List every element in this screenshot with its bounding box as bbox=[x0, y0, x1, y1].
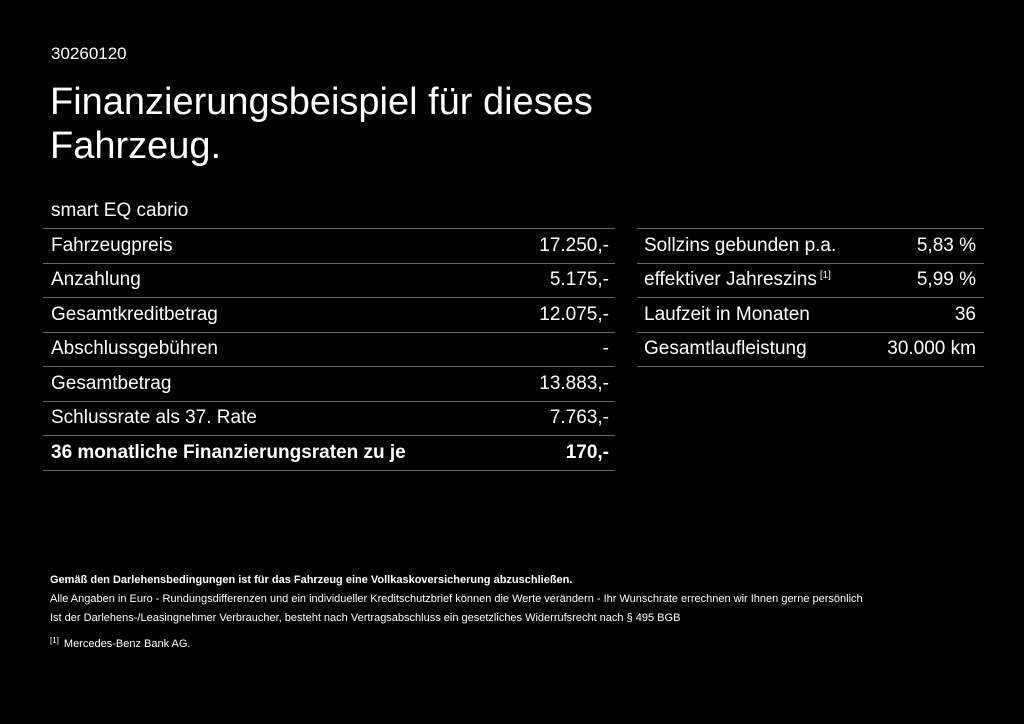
row-value: 12.075,- bbox=[539, 303, 609, 325]
row-label-text: effektiver Jahreszins bbox=[644, 269, 817, 291]
row-value: 5,83 % bbox=[916, 234, 976, 256]
row-label: Abschlussgebühren bbox=[51, 338, 218, 360]
row-label: Gesamtkreditbetrag bbox=[51, 303, 218, 325]
row-label: 36 monatliche Finanzierungsraten zu je bbox=[51, 441, 406, 463]
row-value: 5,99 % bbox=[916, 269, 976, 291]
row-label: Gesamtbetrag bbox=[51, 372, 172, 394]
row-label: effektiver Jahreszins [1] bbox=[644, 269, 831, 291]
table-row-total-mileage: Gesamtlaufleistung 30.000 km bbox=[637, 331, 984, 367]
table-row-vehicle-price: Fahrzeugpreis 17.250,- bbox=[43, 228, 615, 263]
row-value: 170,- bbox=[565, 441, 609, 463]
row-label: Schlussrate als 37. Rate bbox=[51, 407, 257, 429]
terms-table: Sollzins gebunden p.a. 5,83 % effektiver… bbox=[637, 228, 984, 367]
withdrawal-notice: Ist der Darlehens-/Leasingnehmer Verbrau… bbox=[50, 612, 681, 624]
footnote-reference: [1] Mercedes-Benz Bank AG. bbox=[50, 631, 990, 654]
table-row-total-credit: Gesamtkreditbetrag 12.075,- bbox=[43, 297, 615, 332]
row-label: Gesamtlaufleistung bbox=[644, 338, 807, 360]
table-row-effective-rate: effektiver Jahreszins [1] 5,99 % bbox=[637, 262, 984, 298]
table-row-closing-fees: Abschlussgebühren - bbox=[43, 331, 615, 367]
table-row-total-amount: Gesamtbetrag 13.883,- bbox=[43, 366, 615, 401]
row-label: Fahrzeugpreis bbox=[51, 234, 173, 256]
table-row-borrowing-rate: Sollzins gebunden p.a. 5,83 % bbox=[637, 228, 984, 263]
row-value: 17.250,- bbox=[539, 234, 609, 256]
row-value: 5.175,- bbox=[549, 269, 609, 291]
insurance-notice: Gemäß den Darlehensbedingungen ist für d… bbox=[50, 574, 573, 586]
row-value: 30.000 km bbox=[887, 338, 976, 360]
vehicle-model: smart EQ cabrio bbox=[51, 200, 189, 221]
table-row-down-payment: Anzahlung 5.175,- bbox=[43, 262, 615, 298]
row-value: 7.763,- bbox=[549, 407, 609, 429]
financing-table: Fahrzeugpreis 17.250,- Anzahlung 5.175,-… bbox=[43, 228, 615, 471]
table-row-final-installment: Schlussrate als 37. Rate 7.763,- bbox=[43, 400, 615, 436]
row-value: 36 bbox=[954, 303, 976, 325]
doc-id: 30260120 bbox=[51, 44, 127, 63]
page-title: Finanzierungsbeispiel für dieses Fahrzeu… bbox=[50, 81, 593, 167]
row-label: Sollzins gebunden p.a. bbox=[644, 234, 837, 256]
row-label: Laufzeit in Monaten bbox=[644, 303, 810, 325]
row-value: 13.883,- bbox=[539, 372, 609, 394]
footnote-marker: [1] bbox=[819, 270, 831, 282]
footnote-marker: [1] bbox=[50, 636, 59, 645]
footnote-reference-text: Mercedes-Benz Bank AG. bbox=[63, 638, 191, 650]
table-row-monthly-rate: 36 monatliche Finanzierungsraten zu je 1… bbox=[43, 435, 615, 471]
footnotes: Gemäß den Darlehensbedingungen ist für d… bbox=[50, 571, 990, 654]
table-row-term-months: Laufzeit in Monaten 36 bbox=[637, 297, 984, 332]
row-value: - bbox=[602, 338, 609, 360]
amounts-notice: Alle Angaben in Euro - Rundungsdifferenz… bbox=[50, 593, 863, 605]
row-label: Anzahlung bbox=[51, 269, 141, 291]
